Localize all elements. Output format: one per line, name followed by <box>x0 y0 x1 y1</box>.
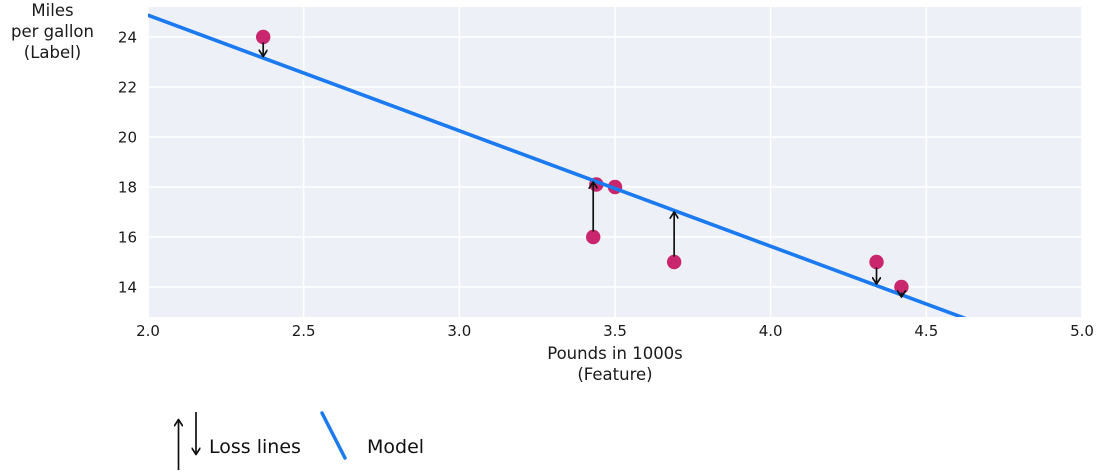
data-point <box>586 229 601 245</box>
y-tick-label: 22 <box>118 78 137 96</box>
x-axis-label: Pounds in 1000s (Feature) <box>547 344 683 384</box>
y-tick-label: 18 <box>118 178 137 196</box>
data-point <box>666 254 682 270</box>
legend-loss-lines-label: Loss lines <box>209 436 301 458</box>
x-tick-label: 3.5 <box>603 322 627 340</box>
legend-model-line <box>320 411 347 460</box>
legend-model-label: Model <box>367 436 425 458</box>
y-axis-label: Miles per gallon (Label) <box>11 1 94 62</box>
data-point <box>255 29 271 45</box>
x-tick-label: 4.5 <box>914 322 938 340</box>
y-tick-label: 14 <box>118 278 137 296</box>
x-tick-label: 2.0 <box>136 322 160 340</box>
x-tick-label: 5.0 <box>1070 322 1094 340</box>
data-point <box>869 254 884 270</box>
x-tick-label: 2.5 <box>292 322 316 340</box>
x-tick-label: 4.0 <box>759 322 783 340</box>
y-tick-label: 16 <box>118 228 137 246</box>
y-tick-label: 20 <box>118 128 137 146</box>
model-line <box>148 13 967 317</box>
y-tick-label: 24 <box>118 28 137 46</box>
x-tick-label: 3.0 <box>447 322 471 340</box>
